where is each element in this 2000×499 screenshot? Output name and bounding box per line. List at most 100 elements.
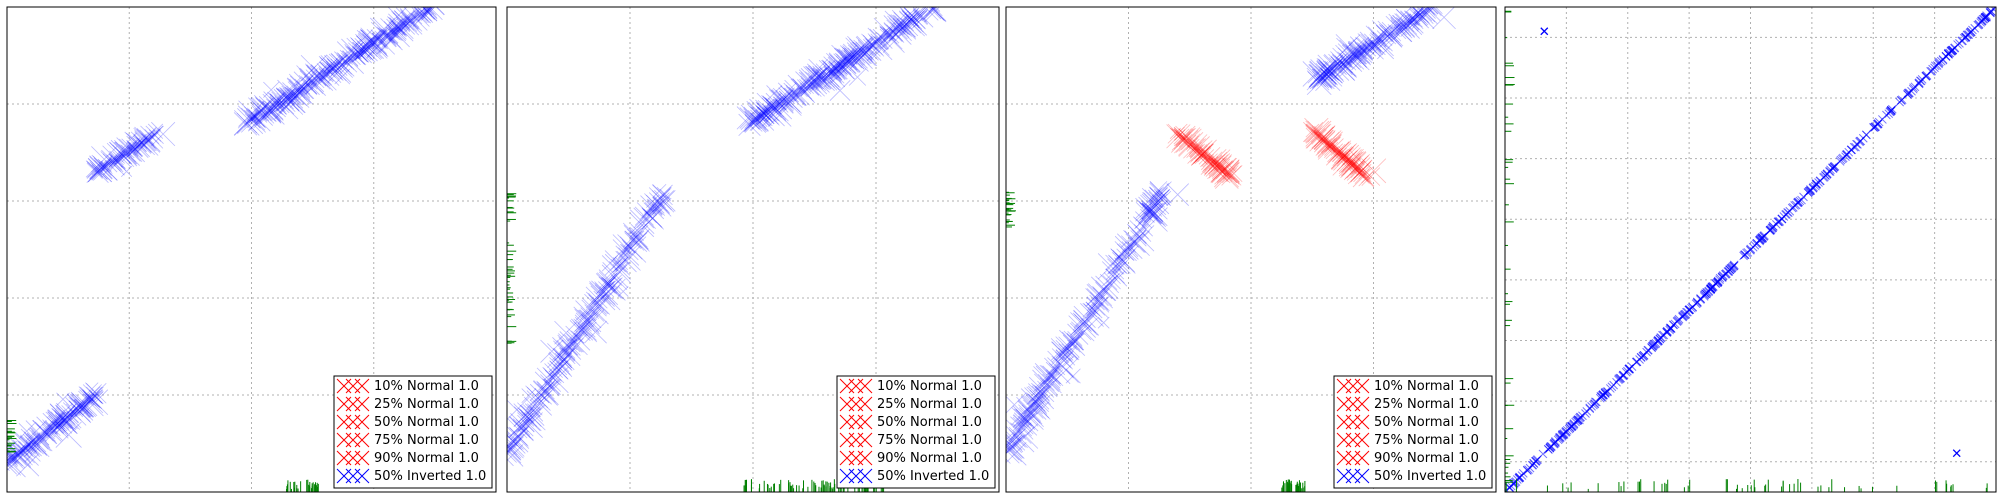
data-point [548,352,573,377]
data-point [739,107,761,129]
data-point [361,29,387,56]
data-point [598,269,619,289]
data-point [336,52,355,70]
data-point [310,64,332,86]
legend-label: 75% Normal 1.0 [1374,433,1479,448]
data-point [827,56,848,77]
data-point [555,351,573,369]
data-point [1031,385,1051,405]
legend-marker-icon [857,450,873,466]
data-point [554,352,572,370]
data-point [422,7,445,15]
data-point [352,46,369,63]
data-point [591,280,616,305]
data-point [847,35,873,62]
data-point [807,72,826,91]
data-point [756,92,782,119]
data-point [1208,155,1232,179]
data-point [1330,56,1356,82]
data-point [294,78,311,95]
data-point [1045,361,1060,376]
data-point [7,448,18,460]
data-point [812,65,838,91]
data-point [1419,7,1436,16]
data-point [507,444,514,467]
data-point [629,230,649,250]
data-point [647,200,663,216]
data-point [850,43,871,64]
data-point [132,135,152,154]
data-point [902,11,924,33]
data-point [1339,52,1353,66]
data-point [584,293,607,317]
data-point [891,9,919,37]
data-point [1120,235,1134,248]
data-point [559,347,576,365]
data-point [1082,302,1098,318]
data-point [621,239,636,253]
data-point [422,7,437,16]
data-point [806,63,828,84]
data-point [1059,329,1086,356]
data-point [1015,408,1035,429]
data-point [49,403,73,427]
data-point [86,162,103,179]
data-point [812,69,832,89]
data-point [548,351,570,373]
data-point [648,199,666,216]
data-point [904,13,920,29]
data-point [574,308,600,335]
data-point [280,87,306,114]
data-point [1696,294,1706,304]
data-point [1391,19,1407,36]
data-point [70,391,96,417]
data-point [1208,157,1225,175]
data-point [771,89,794,112]
data-point [275,87,300,112]
data-point [1143,212,1155,223]
data-point [870,37,893,61]
data-point [7,451,17,465]
data-point [1310,128,1326,143]
data-point [529,383,547,401]
data-point [1336,147,1361,172]
data-point [388,26,399,38]
data-point [651,190,675,213]
data-point [824,66,846,88]
data-point [575,312,596,333]
data-point [1008,429,1021,442]
legend-label: 25% Normal 1.0 [1374,397,1479,412]
data-point [1416,7,1443,15]
legend-item: 50% Normal 1.0 [839,414,982,430]
data-point [652,184,673,206]
data-point [507,444,518,456]
data-point [244,113,257,126]
data-point [1037,380,1055,398]
data-point [1211,157,1238,184]
data-point [7,446,24,469]
data-point [1395,13,1418,35]
data-point [319,57,344,81]
data-point [100,160,112,172]
data-point [1390,20,1413,43]
data-point [1312,68,1332,88]
data-point [275,87,300,111]
data-point [755,105,771,121]
data-point [810,67,827,85]
data-point [7,454,18,468]
data-point [274,100,286,113]
data-point [388,24,407,42]
data-point [400,9,423,32]
data-point [522,404,545,426]
data-point [828,56,848,75]
data-point [316,63,340,86]
data-point [102,145,126,169]
data-point [404,15,417,28]
data-point [1315,130,1336,151]
data-point [772,87,794,109]
data-point [507,430,529,453]
data-point [778,93,795,110]
data-point [82,384,102,404]
data-point [110,154,126,169]
data-point [828,52,852,76]
